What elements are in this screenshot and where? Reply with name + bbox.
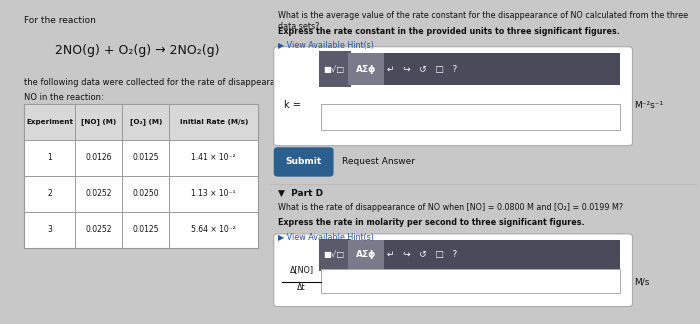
Text: 0.0252: 0.0252 (85, 226, 112, 234)
Text: ■√□: ■√□ (323, 64, 344, 74)
Text: 1.41 × 10⁻²: 1.41 × 10⁻² (191, 153, 236, 162)
Text: For the reaction: For the reaction (24, 16, 96, 25)
Text: Express the rate constant in the provided units to three significant figures.: Express the rate constant in the provide… (278, 27, 620, 36)
FancyBboxPatch shape (321, 240, 620, 270)
FancyBboxPatch shape (321, 53, 620, 86)
Text: What is the average value of the rate constant for the disappearance of NO calcu: What is the average value of the rate co… (278, 11, 688, 30)
Text: ↵   ↪   ↺   □   ?: ↵ ↪ ↺ □ ? (387, 64, 457, 74)
Text: [NO] (M): [NO] (M) (81, 119, 116, 125)
Text: 5.64 × 10⁻²: 5.64 × 10⁻² (191, 226, 236, 234)
FancyBboxPatch shape (274, 47, 633, 146)
FancyBboxPatch shape (24, 104, 258, 140)
Text: AΣϕ: AΣϕ (356, 64, 376, 74)
FancyBboxPatch shape (24, 104, 258, 248)
Text: 2: 2 (48, 189, 52, 198)
Text: Δ[NO]: Δ[NO] (290, 265, 314, 274)
Text: 3: 3 (47, 226, 52, 234)
Text: NO in the reaction:: NO in the reaction: (24, 93, 104, 102)
Text: ↵   ↪   ↺   □   ?: ↵ ↪ ↺ □ ? (387, 250, 457, 259)
FancyBboxPatch shape (321, 104, 620, 130)
Text: the following data were collected for the rate of disappearance of: the following data were collected for th… (24, 78, 301, 87)
FancyBboxPatch shape (274, 147, 334, 177)
Text: Δt: Δt (298, 284, 306, 293)
Text: 2NO(g) + O₂(g) → 2NO₂(g): 2NO(g) + O₂(g) → 2NO₂(g) (55, 44, 220, 57)
Text: 0.0125: 0.0125 (132, 153, 159, 162)
Text: ▶ View Available Hint(s): ▶ View Available Hint(s) (278, 233, 374, 242)
FancyBboxPatch shape (318, 51, 351, 87)
Text: Submit: Submit (286, 157, 322, 167)
Text: 0.0250: 0.0250 (132, 189, 159, 198)
FancyBboxPatch shape (348, 240, 384, 270)
Text: Initial Rate (M/s): Initial Rate (M/s) (179, 119, 248, 125)
FancyBboxPatch shape (321, 270, 620, 293)
Text: What is the rate of disappearance of NO when [NO] = 0.0800 M and [O₂] = 0.0199 M: What is the rate of disappearance of NO … (278, 203, 623, 212)
FancyBboxPatch shape (318, 238, 351, 271)
Text: [O₂] (M): [O₂] (M) (130, 119, 162, 125)
Text: ■√□: ■√□ (323, 250, 344, 259)
Text: 1.13 × 10⁻¹: 1.13 × 10⁻¹ (192, 189, 236, 198)
Text: ▼  Part D: ▼ Part D (278, 189, 323, 198)
Text: Request Answer: Request Answer (342, 157, 415, 167)
Text: AΣϕ: AΣϕ (356, 250, 376, 259)
Text: 0.0252: 0.0252 (85, 189, 112, 198)
Text: M/s: M/s (635, 277, 650, 286)
FancyBboxPatch shape (274, 234, 633, 307)
Text: M⁻²s⁻¹: M⁻²s⁻¹ (635, 101, 664, 110)
Text: 0.0126: 0.0126 (85, 153, 112, 162)
Text: 1: 1 (48, 153, 52, 162)
FancyBboxPatch shape (348, 53, 384, 86)
Text: k =: k = (284, 100, 301, 110)
Text: 0.0125: 0.0125 (132, 226, 159, 234)
Text: Experiment: Experiment (26, 119, 73, 125)
Text: Express the rate in molarity per second to three significant figures.: Express the rate in molarity per second … (278, 218, 584, 227)
Text: ▶ View Available Hint(s): ▶ View Available Hint(s) (278, 41, 374, 50)
